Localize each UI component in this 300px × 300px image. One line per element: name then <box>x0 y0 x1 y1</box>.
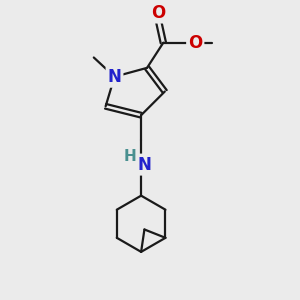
Text: H: H <box>124 149 136 164</box>
Text: O: O <box>151 4 165 22</box>
Text: N: N <box>108 68 122 86</box>
Text: O: O <box>188 34 202 52</box>
Text: N: N <box>138 156 152 174</box>
